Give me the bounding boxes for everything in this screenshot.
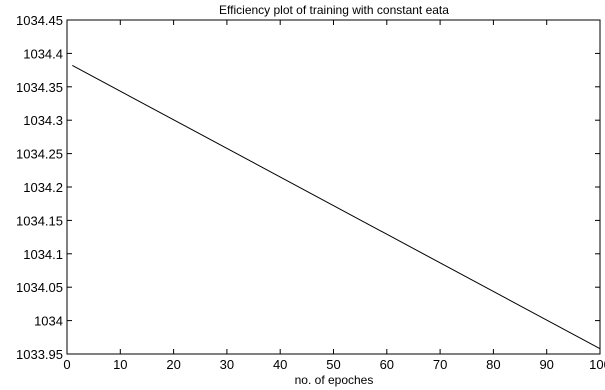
x-tick-label: 80: [486, 357, 500, 372]
y-tick-label: 1034.35: [16, 80, 63, 95]
y-tick-label: 1034.3: [23, 113, 63, 128]
y-tick-label: 1034.25: [16, 147, 63, 162]
series-layer: [72, 64, 601, 350]
x-axis-label: no. of epoches: [295, 373, 374, 387]
x-tick-label: 20: [166, 357, 180, 372]
y-tick-label: 1033.95: [16, 347, 63, 362]
x-tick-label: 70: [433, 357, 447, 372]
y-tick-label: 1034.15: [16, 213, 63, 228]
x-tick-label: 40: [273, 357, 287, 372]
y-tick-label: 1034.4: [23, 46, 63, 61]
x-tick-label: 100: [589, 357, 605, 372]
series-line: [72, 64, 601, 350]
y-tick-label: 1034.2: [23, 180, 63, 195]
x-tick-label: 10: [113, 357, 127, 372]
x-tick-label: 60: [380, 357, 394, 372]
axis-tick-labels: 0 10 20 30 40 50 60 70 80 90 100 1033.95 1034 1034.05…: [16, 13, 605, 372]
y-tick-label: 1034.1: [23, 247, 63, 262]
chart-title: Efficiency plot of training with constan…: [219, 3, 449, 17]
x-tick-label: 0: [63, 357, 70, 372]
plot-area-frame: [66, 19, 601, 355]
x-tick-label: 90: [539, 357, 553, 372]
axis-ticks: [66, 19, 601, 355]
y-tick-label: 1034: [34, 314, 63, 329]
y-tick-label: 1034.05: [16, 280, 63, 295]
x-tick-label: 50: [326, 357, 340, 372]
y-tick-label: 1034.45: [16, 13, 63, 28]
x-tick-label: 30: [220, 357, 234, 372]
